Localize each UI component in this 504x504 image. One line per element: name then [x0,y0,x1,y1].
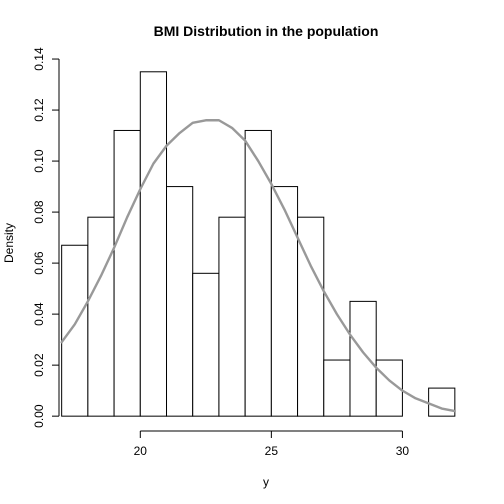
x-axis: 20 25 30 [134,430,410,458]
histogram-bar-10 [297,216,325,417]
histogram-bar-1 [61,244,89,417]
y-tick-label-4: 0.08 [32,200,46,224]
histogram-bar-6 [192,272,220,417]
histogram-bar-5 [166,186,194,417]
x-tick-label-30: 30 [396,444,410,458]
y-tick-label-0: 0.00 [32,404,46,428]
y-axis: 0.00 0.02 0.04 0.06 0.08 0.10 0.12 0.14 [32,47,60,428]
histogram-bar-12 [349,300,377,417]
y-tick-label-2: 0.04 [32,302,46,326]
y-tick-label-3: 0.06 [32,251,46,275]
histogram-bars [61,71,456,417]
density-curve-layer [60,119,457,413]
histogram-bar-3 [113,129,141,417]
y-axis-label: Density [2,223,16,263]
density-curve [60,119,457,413]
histogram-bar-9 [270,186,299,417]
histogram-bar-15 [428,387,456,417]
x-tick-label-25: 25 [265,444,279,458]
y-tick-label-1: 0.02 [32,353,46,377]
histogram-bar-4 [139,71,168,417]
histogram-bar-11 [323,359,351,417]
y-tick-label-7: 0.14 [32,47,46,71]
x-axis-label: y [263,475,269,489]
y-tick-label-5: 0.10 [32,149,46,173]
y-tick-label-6: 0.12 [32,98,46,122]
histogram-bar-7 [218,216,246,417]
histogram-bar-2 [87,216,115,417]
x-tick-label-20: 20 [134,444,148,458]
chart-title: BMI Distribution in the population [154,23,379,39]
histogram-bar-8 [244,129,272,417]
